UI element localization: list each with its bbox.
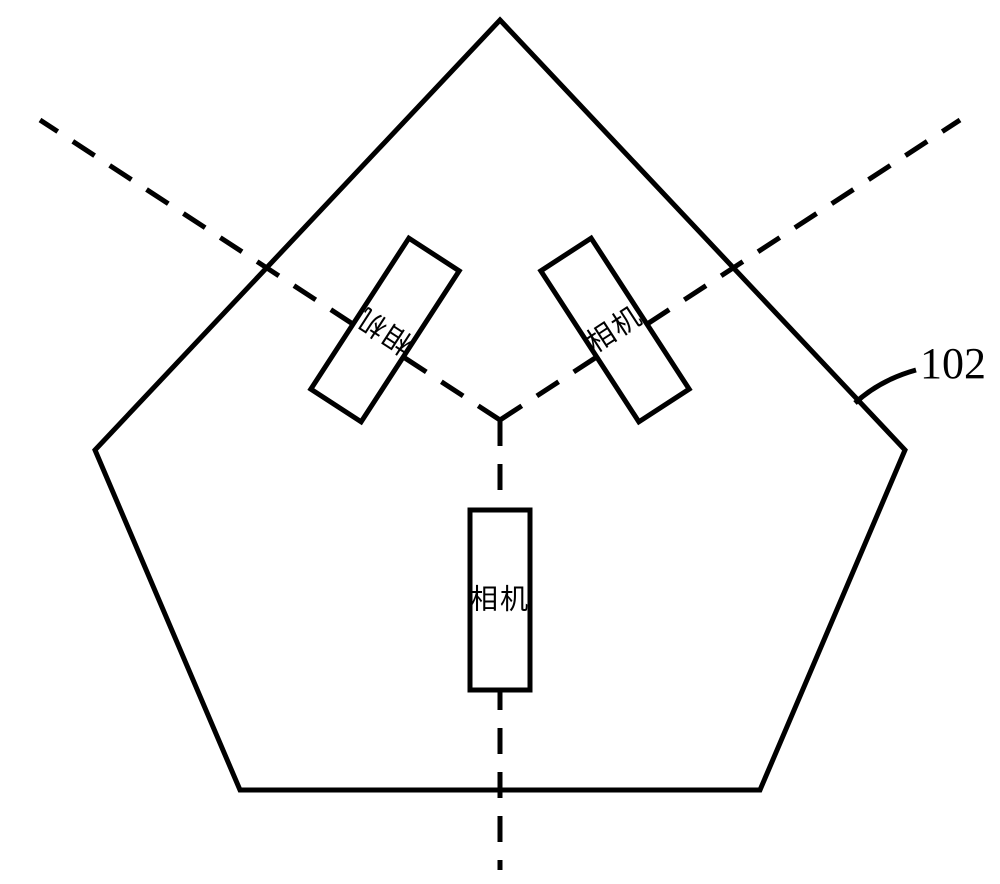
diagram-canvas: 相机相机相机 102: [0, 0, 1000, 884]
camera-box-1: 相机: [541, 238, 689, 422]
callout-102: 102: [855, 339, 986, 403]
camera-label: 相机: [470, 584, 530, 616]
camera-box-2: 相机: [470, 510, 530, 690]
callout-leader-line: [855, 370, 916, 403]
camera-box-0: 相机: [311, 238, 459, 422]
callout-label: 102: [920, 339, 986, 388]
dashed-lines-group: [40, 120, 960, 870]
